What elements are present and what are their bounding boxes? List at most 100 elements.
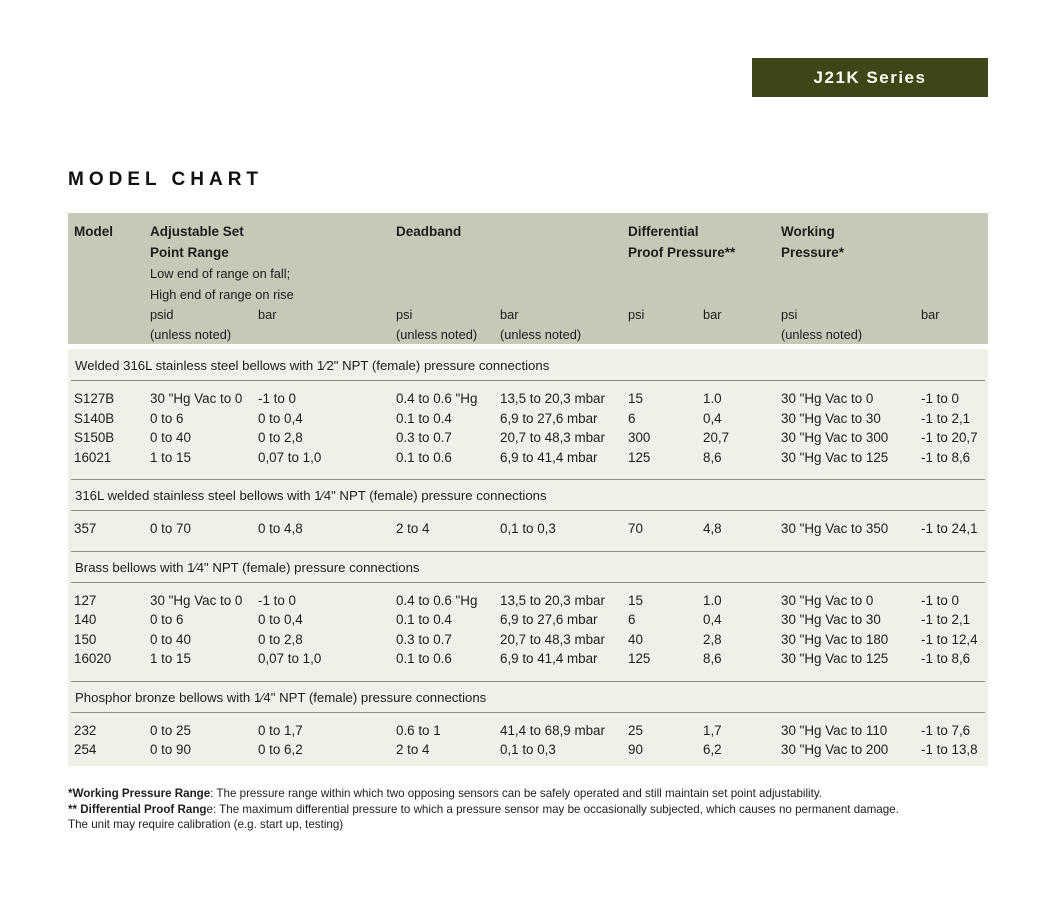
column-header-adjustable-set-point-range: Adjustable Set Point Range	[150, 224, 244, 260]
value-cell: -1 to 0	[258, 592, 296, 608]
series-banner-label: J21K Series	[813, 67, 927, 87]
value-cell: 0.4 to 0.6 "Hg	[396, 391, 478, 406]
value-cell: 30 "Hg Vac to 350	[781, 521, 889, 536]
footnote-line: The unit may require calibration (e.g. s…	[68, 817, 988, 833]
unit-header-psi: psi (unless noted)	[781, 307, 863, 342]
value-cell: 0 to 1,7	[258, 722, 303, 738]
value-cell: 4,8	[703, 521, 722, 536]
section-title: Phosphor bronze bellows with 1⁄4" NPT (f…	[71, 682, 985, 713]
value-cell: 6	[628, 410, 636, 426]
footnotes: *Working Pressure Range: The pressure ra…	[68, 786, 988, 833]
spacer	[74, 305, 150, 345]
value-cell: 0 to 40	[150, 631, 191, 647]
table-row: 16021 1 to 15 0,07 to 1,0 0.1 to 0.6 6,9 to …	[74, 448, 988, 468]
value-cell: 0 to 6	[150, 612, 184, 627]
value-cell: -1 to 7,6	[921, 722, 971, 738]
value-cell: 1 to 15	[150, 449, 191, 465]
column-header-model: Model	[74, 224, 113, 239]
table-header-notes-row: Low end of range on fall; High end of ra…	[74, 263, 988, 305]
value-cell: 30 "Hg Vac to 0	[150, 592, 243, 608]
section-divider	[71, 550, 985, 552]
table-body: Welded 316L stainless steel bellows with…	[68, 349, 988, 766]
value-cell: 0 to 2,8	[258, 430, 303, 445]
section-title: Brass bellows with 1⁄4" NPT (female) pre…	[71, 552, 985, 583]
value-cell: 2 to 4	[396, 521, 430, 536]
value-cell: 0.1 to 0.4	[396, 410, 452, 426]
table-row: 150 0 to 40 0 to 2,8 0.3 to 0.7 20,7 to 48,3…	[74, 630, 988, 650]
value-cell: 30 "Hg Vac to 110	[781, 722, 888, 738]
section-rows: 232 0 to 25 0 to 1,7 0.6 to 1 41,4 to 68,9 m…	[68, 713, 988, 767]
value-cell: 0 to 0,4	[258, 410, 303, 426]
value-cell: 8,6	[703, 651, 722, 666]
value-cell: -1 to 12,4	[921, 631, 978, 647]
model-cell: 254	[74, 742, 97, 757]
footnote-text: e: The maximum differential pressure to …	[206, 802, 899, 816]
section-divider	[71, 479, 985, 480]
value-cell: 0,07 to 1,0	[258, 449, 322, 465]
value-cell: 0 to 2,8	[258, 631, 303, 647]
model-cell: S127B	[74, 391, 115, 406]
value-cell: 30 "Hg Vac to 0	[781, 391, 874, 406]
value-cell: 30 "Hg Vac to 0	[150, 391, 243, 406]
value-cell: 6,9 to 41,4 mbar	[500, 651, 598, 666]
value-cell: -1 to 0	[921, 391, 959, 406]
value-cell: 13,5 to 20,3 mbar	[500, 592, 605, 608]
unit-header-bar: bar	[258, 307, 277, 322]
model-cell: S150B	[74, 430, 115, 445]
footnote-text: The unit may require calibration (e.g. s…	[68, 818, 344, 831]
table-row: S150B 0 to 40 0 to 2,8 0.3 to 0.7 20,7 to 48…	[74, 428, 988, 448]
value-cell: 0,1 to 0,3	[500, 521, 556, 536]
value-cell: 6,9 to 27,6 mbar	[500, 612, 598, 627]
unit-header-bar: bar	[921, 307, 940, 322]
value-cell: -1 to 8,6	[921, 651, 971, 666]
value-cell: 0 to 70	[150, 521, 191, 536]
model-cell: 127	[74, 592, 97, 608]
section-rows: 357 0 to 70 0 to 4,8 2 to 4 0,1 to 0,3 70 4,8 3…	[68, 511, 988, 551]
value-cell: 6	[628, 612, 636, 627]
value-cell: 8,6	[703, 449, 722, 465]
value-cell: 70	[628, 521, 643, 536]
spacer	[74, 263, 150, 305]
value-cell: 0,4	[703, 410, 722, 426]
value-cell: 30 "Hg Vac to 0	[781, 592, 874, 608]
value-cell: 125	[628, 651, 651, 666]
table-row: 16020 1 to 15 0,07 to 1,0 0.1 to 0.6 6,9 to …	[74, 649, 988, 669]
unit-header-psi: psi	[628, 307, 645, 322]
value-cell: 30 "Hg Vac to 125	[781, 449, 889, 465]
value-cell: 0,1 to 0,3	[500, 742, 556, 757]
unit-header-psi: psi (unless noted)	[396, 307, 478, 342]
value-cell: 0 to 0,4	[258, 612, 303, 627]
value-cell: 15	[628, 391, 643, 406]
value-cell: 20,7	[703, 430, 730, 445]
table-header-units-row: psid (unless noted) bar psi (unless note…	[74, 305, 988, 345]
value-cell: 13,5 to 20,3 mbar	[500, 391, 605, 406]
value-cell: 2 to 4	[396, 742, 430, 757]
value-cell: -1 to 0	[921, 592, 959, 608]
table-row: 254 0 to 90 0 to 6,2 2 to 4 0,1 to 0,3 90 6,2 3…	[74, 740, 988, 760]
value-cell: 15	[628, 592, 643, 608]
value-cell: 0 to 40	[150, 430, 191, 445]
value-cell: 0 to 25	[150, 722, 191, 738]
table-header-names-row: Model Adjustable Set Point Range Deadban…	[74, 221, 988, 263]
model-cell: 232	[74, 722, 97, 738]
value-cell: 41,4 to 68,9 mbar	[500, 722, 605, 738]
value-cell: 0 to 6	[150, 410, 184, 426]
value-cell: 0 to 6,2	[258, 742, 303, 757]
column-header-deadband: Deadband	[396, 224, 462, 239]
value-cell: 0.4 to 0.6 "Hg	[396, 592, 478, 608]
value-cell: 30 "Hg Vac to 30	[781, 612, 881, 627]
value-cell: 0,07 to 1,0	[258, 651, 322, 666]
model-cell: 150	[74, 631, 97, 647]
value-cell: 2,8	[703, 631, 722, 647]
value-cell: -1 to 8,6	[921, 449, 971, 465]
value-cell: 40	[628, 631, 643, 647]
value-cell: 125	[628, 449, 651, 465]
value-cell: 300	[628, 430, 651, 445]
section-rows: 127 30 "Hg Vac to 0 -1 to 0 0.4 to 0.6 "Hg 1…	[68, 583, 988, 681]
value-cell: -1 to 2,1	[921, 612, 971, 627]
footnote-text: : The pressure range within which two op…	[210, 787, 822, 800]
value-cell: 30 "Hg Vac to 300	[781, 430, 889, 445]
model-cell: 16021	[74, 449, 112, 465]
section-title: Welded 316L stainless steel bellows with…	[71, 350, 985, 381]
unit-header-psid: psid (unless noted)	[150, 307, 232, 342]
